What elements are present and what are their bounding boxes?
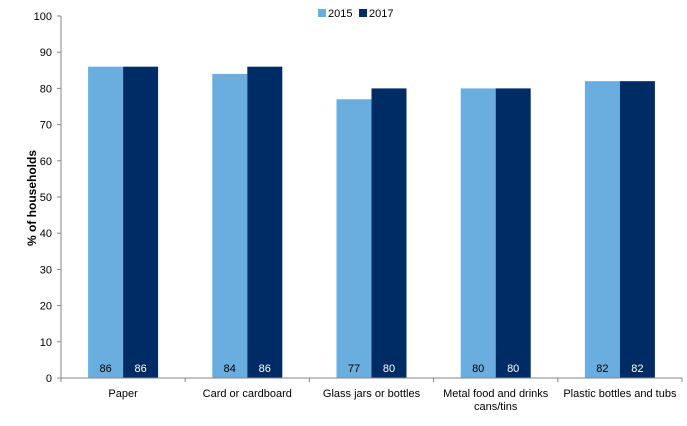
y-tick-label: 70 xyxy=(40,120,52,132)
bar-2017 xyxy=(247,66,283,379)
x-axis: Paper Card or cardboard Glass jars or bott… xyxy=(60,377,683,413)
y-tick-label: 0 xyxy=(46,373,52,385)
bar-2017 xyxy=(619,81,655,378)
y-tick-label: 60 xyxy=(40,156,52,168)
legend-label: 2017 xyxy=(369,8,393,20)
y-tick-label: 50 xyxy=(40,192,52,204)
bar-2017 xyxy=(495,88,531,379)
data-label: 80 xyxy=(507,363,519,375)
data-label: 82 xyxy=(596,363,608,375)
bar-2015 xyxy=(584,81,620,378)
bars: 86 84 77 80 82 86 86 80 80 82 xyxy=(88,66,655,379)
data-label: 80 xyxy=(472,363,484,375)
y-tick-label: 20 xyxy=(40,301,52,313)
x-tick-label: Metal food and drinks cans/tins xyxy=(443,388,549,413)
data-label: 84 xyxy=(224,363,236,375)
data-label: 77 xyxy=(348,363,360,375)
data-label: 86 xyxy=(259,363,271,375)
bar-2015 xyxy=(212,73,248,379)
bar-2015 xyxy=(460,88,496,379)
bar-2015 xyxy=(88,66,124,379)
y-tick-label: 10 xyxy=(40,337,52,349)
y-tick-label: 100 xyxy=(34,11,52,23)
y-axis-label: % of households xyxy=(25,150,39,246)
bar-2017 xyxy=(371,88,407,379)
data-label: 80 xyxy=(383,363,395,375)
legend-swatch-2017 xyxy=(359,9,367,17)
x-tick-label: Card or cardboard xyxy=(203,388,292,400)
x-tick-label: Paper xyxy=(108,388,138,400)
y-tick-label: 90 xyxy=(40,47,52,59)
data-label: 82 xyxy=(631,363,643,375)
legend-swatch-2015 xyxy=(318,9,326,17)
x-tick-label: Glass jars or bottles xyxy=(323,388,421,400)
y-tick-label: 30 xyxy=(40,264,52,276)
bar-2015 xyxy=(336,99,372,378)
data-label: 86 xyxy=(134,363,146,375)
y-tick-label: 40 xyxy=(40,228,52,240)
x-tick-label: Plastic bottles and tubs xyxy=(563,388,677,400)
y-axis: 0 10 20 30 40 50 60 70 80 90 100 xyxy=(34,11,62,385)
bar-2017 xyxy=(123,66,159,379)
y-tick-label: 80 xyxy=(40,83,52,95)
legend: 2015 2017 xyxy=(318,8,393,20)
legend-label: 2015 xyxy=(328,8,352,20)
data-label: 86 xyxy=(99,363,111,375)
